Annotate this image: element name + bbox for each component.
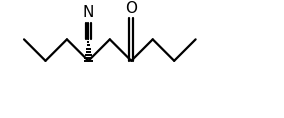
Text: N: N	[83, 5, 94, 20]
Text: O: O	[125, 1, 137, 16]
